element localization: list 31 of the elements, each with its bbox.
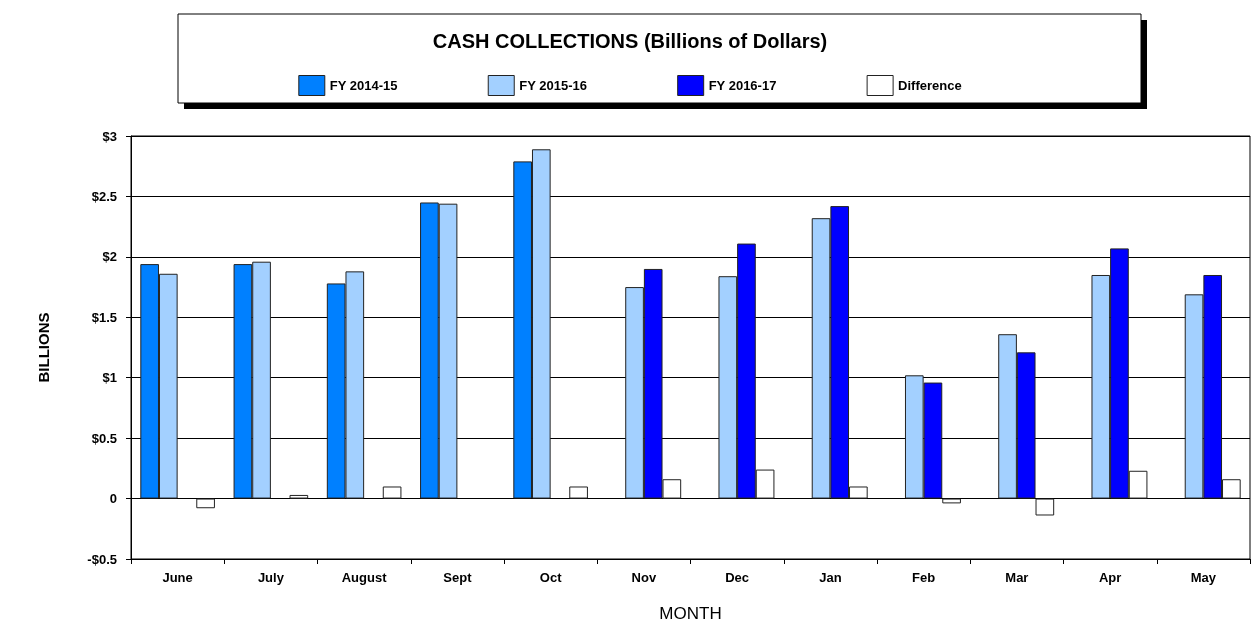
legend-label: Difference — [898, 78, 962, 93]
y-tick-label: $1.5 — [91, 309, 117, 325]
x-tick-label: Feb — [912, 570, 936, 585]
x-tick-label: August — [341, 570, 388, 585]
x-axis-title: MONTH — [659, 604, 722, 623]
y-tick-label: $2 — [102, 249, 117, 265]
x-tick-label: May — [1190, 570, 1217, 585]
bar — [196, 498, 215, 509]
legend-label: FY 2014-15 — [329, 78, 398, 93]
legend-label: FY 2015-16 — [519, 78, 587, 93]
bar — [289, 494, 309, 499]
x-tick-label: Nov — [631, 570, 657, 585]
legend-label: FY 2016-17 — [708, 78, 777, 93]
x-tick-label: Dec — [725, 570, 750, 585]
y-tick-label: -$0.5 — [87, 551, 117, 567]
chart-title: CASH COLLECTIONS (Billions of Dollars) — [432, 30, 828, 52]
y-tick-label: $1 — [102, 370, 117, 386]
bar — [382, 486, 402, 499]
x-tick-label: July — [257, 570, 285, 585]
y-tick-label: $2.5 — [91, 188, 117, 204]
y-tick-label: $0.5 — [91, 430, 117, 446]
y-axis-title: BILLIONS — [35, 312, 52, 383]
y-tick-label: $3 — [102, 128, 117, 144]
x-tick-label: June — [162, 570, 193, 585]
bar — [569, 486, 588, 499]
x-tick-label: Oct — [539, 570, 563, 585]
x-tick-label: Mar — [1005, 570, 1029, 585]
x-tick-label: Jan — [819, 570, 842, 585]
x-tick-label: Apr — [1098, 570, 1122, 585]
x-tick-label: Sept — [443, 570, 473, 585]
y-tick-label: 0 — [109, 491, 117, 507]
